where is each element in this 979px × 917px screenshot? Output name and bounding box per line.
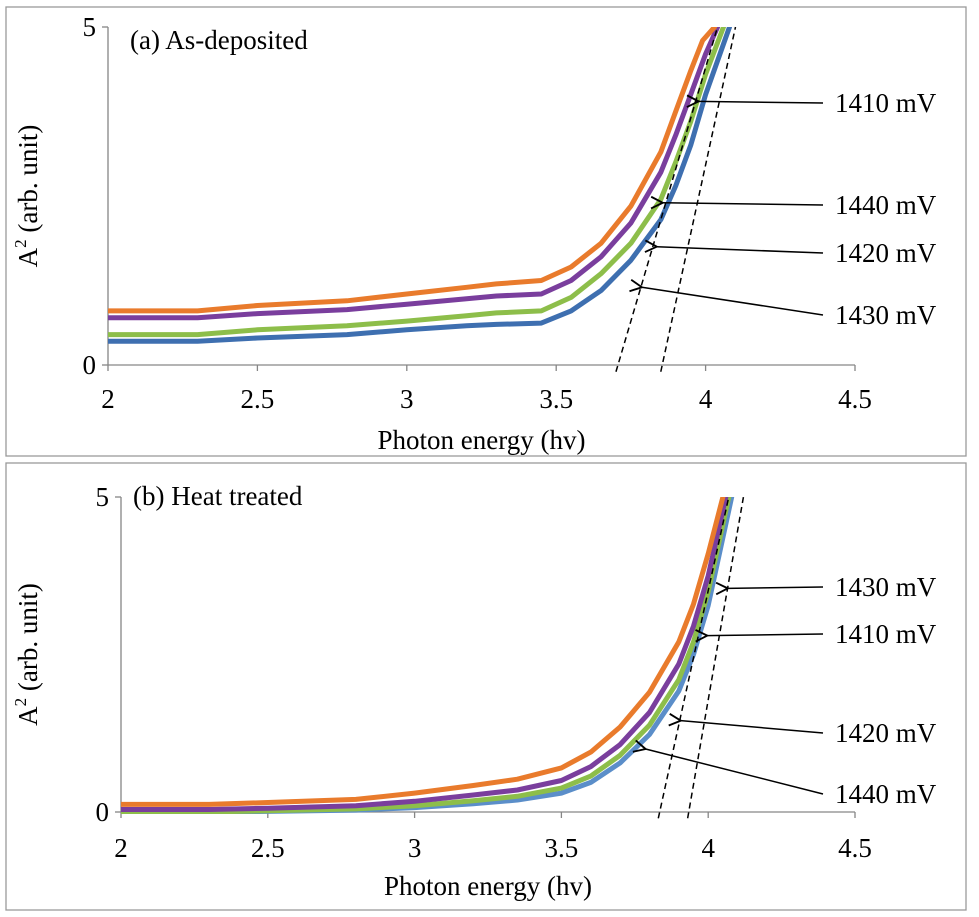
x-tick-label: 4.5 bbox=[838, 384, 872, 414]
series-group bbox=[121, 497, 735, 814]
panel-frame bbox=[5, 6, 967, 457]
annotation-label: 1420 mV bbox=[835, 238, 937, 268]
series-line-1410-mv bbox=[108, 27, 718, 314]
annotation-arrow bbox=[657, 247, 824, 254]
annotation-label: 1430 mV bbox=[835, 572, 937, 602]
annotation-label: 1440 mV bbox=[835, 779, 937, 809]
x-tick-label: 2.5 bbox=[241, 384, 275, 414]
panel-b: 2 2.5 3 3.5 4 4.5 0 5 Photon energy (hv) A2 (arb.… bbox=[5, 462, 967, 911]
tangent-line bbox=[657, 496, 730, 819]
annotation-arrow bbox=[642, 287, 824, 316]
series-line-1440-mv bbox=[108, 27, 721, 321]
tangent-line bbox=[660, 26, 737, 372]
y-tick-label: 5 bbox=[83, 12, 97, 42]
y-tick-label: 0 bbox=[96, 797, 110, 827]
series-line-1440-mv bbox=[121, 497, 726, 807]
series-line-1430-mv bbox=[108, 27, 732, 344]
x-tick-label: 4 bbox=[701, 833, 715, 863]
annotation-label: 1420 mV bbox=[835, 718, 937, 748]
annotation-label: 1410 mV bbox=[835, 619, 937, 649]
tangent-line bbox=[686, 496, 745, 819]
y-tick-label: 5 bbox=[96, 482, 110, 512]
y-axis-title: A2 (arb. unit) bbox=[11, 125, 43, 268]
y-axis-title: A2 (arb. unit) bbox=[11, 583, 43, 726]
annotation-label: 1410 mV bbox=[835, 88, 937, 118]
x-tick-label: 4 bbox=[699, 384, 713, 414]
panel-label: (b) Heat treated bbox=[133, 481, 303, 511]
annotation-arrow bbox=[663, 203, 824, 205]
annotation-arrow bbox=[707, 634, 824, 636]
annotation-arrow bbox=[681, 721, 824, 734]
x-tick-label: 3.5 bbox=[539, 384, 573, 414]
series-line-1410-mv bbox=[121, 497, 732, 814]
annotation-arrow bbox=[699, 101, 824, 103]
x-axis-title: Photon energy (hv) bbox=[384, 871, 592, 901]
series-group bbox=[108, 27, 732, 344]
x-tick-label: 2 bbox=[101, 384, 115, 414]
y-tick-label: 0 bbox=[83, 350, 97, 380]
x-tick-label: 3 bbox=[400, 384, 414, 414]
panel-frame bbox=[5, 462, 967, 911]
series-line-1420-mv bbox=[108, 27, 726, 338]
x-axis-title: Photon energy (hv) bbox=[378, 425, 586, 455]
x-tick-label: 3.5 bbox=[545, 833, 579, 863]
x-tick-label: 2.5 bbox=[251, 833, 285, 863]
x-tick-label: 3 bbox=[408, 833, 422, 863]
annotation-label: 1440 mV bbox=[835, 190, 937, 220]
x-tick-label: 4.5 bbox=[838, 833, 872, 863]
x-tick-label: 2 bbox=[114, 833, 128, 863]
panel-label: (a) As-deposited bbox=[130, 25, 308, 55]
annotation-arrow bbox=[728, 587, 824, 588]
annotation-arrow bbox=[646, 749, 824, 795]
annotation-label: 1430 mV bbox=[835, 300, 937, 330]
series-line-1420-mv bbox=[121, 497, 729, 812]
panel-a: 2 2.5 3 3.5 4 4.5 0 5 Photon energy (hv) A2 (arb.… bbox=[5, 6, 967, 457]
